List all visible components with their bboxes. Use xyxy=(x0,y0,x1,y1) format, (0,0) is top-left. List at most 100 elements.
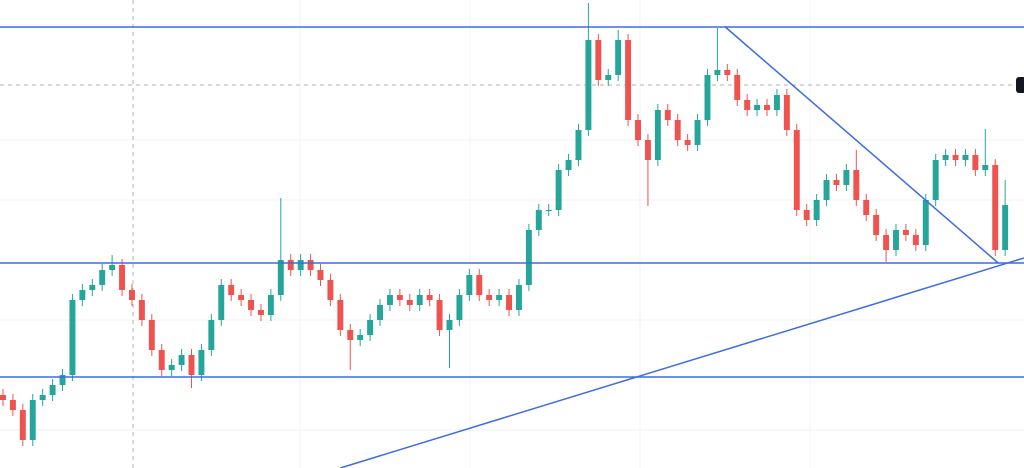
candle-body xyxy=(198,350,205,375)
candle-body xyxy=(168,365,175,370)
candle-body xyxy=(208,320,215,350)
price-marker-icon[interactable] xyxy=(1016,77,1024,93)
candle-body xyxy=(386,295,393,305)
trend-line xyxy=(724,26,999,264)
candle-body xyxy=(922,200,929,245)
candle-body xyxy=(744,100,751,110)
candle-body xyxy=(257,310,264,315)
candle-body xyxy=(466,275,473,295)
candle-body xyxy=(9,400,16,410)
candle-body xyxy=(704,75,711,120)
candle-body xyxy=(724,70,731,75)
candle-body xyxy=(952,155,959,160)
candle-body xyxy=(59,375,66,385)
candle-body xyxy=(982,165,989,170)
candle-body xyxy=(367,320,374,335)
candle-body xyxy=(932,160,939,200)
candle-body xyxy=(377,305,384,320)
candle-body xyxy=(803,210,810,220)
candle-body xyxy=(218,285,225,320)
candle-body xyxy=(69,300,76,375)
candle-body xyxy=(496,295,503,300)
candle-body xyxy=(188,355,195,375)
candle-body xyxy=(79,290,86,300)
candle-body xyxy=(238,295,245,300)
candle-body xyxy=(674,120,681,140)
candle-body xyxy=(813,200,820,220)
candle-body xyxy=(277,260,284,295)
candle-body xyxy=(833,180,840,185)
candle-body xyxy=(873,215,880,235)
candle-body xyxy=(525,230,532,285)
candle-body xyxy=(506,295,512,310)
candle-body xyxy=(585,40,592,130)
candle-body xyxy=(158,350,165,370)
candle-body xyxy=(684,140,691,145)
candle-body xyxy=(486,295,493,300)
candle-body xyxy=(426,295,433,300)
candle-body xyxy=(942,155,949,160)
candle-body xyxy=(902,230,909,235)
candle-body xyxy=(109,265,116,270)
candle-body xyxy=(327,280,334,300)
candle-body xyxy=(883,235,890,250)
candle-body xyxy=(635,120,641,140)
candle-body xyxy=(19,410,26,440)
candle-body xyxy=(734,75,741,100)
candle-body xyxy=(337,300,344,330)
candle-body xyxy=(128,290,135,300)
candle-body xyxy=(0,395,6,400)
candle-body xyxy=(545,210,552,211)
candle-body xyxy=(625,40,632,120)
candle-body xyxy=(615,40,622,75)
candle-body xyxy=(605,75,612,80)
candle-body xyxy=(476,275,483,295)
candle-body xyxy=(962,155,969,160)
candle-body xyxy=(664,110,671,120)
candle-body xyxy=(267,295,274,315)
candle-body xyxy=(654,110,661,160)
candle-body xyxy=(555,170,562,210)
candle-body xyxy=(595,40,602,80)
candle-body xyxy=(178,355,185,365)
candle-body xyxy=(515,285,522,310)
trend-line xyxy=(340,257,1024,468)
candle-body xyxy=(119,265,126,290)
candle-body xyxy=(287,260,294,270)
candle-body xyxy=(893,230,899,250)
candle-body xyxy=(317,270,324,280)
candle-body xyxy=(843,170,850,185)
candle-body xyxy=(396,295,403,300)
candle-body xyxy=(912,235,919,245)
candle-body xyxy=(99,270,106,285)
candle-body xyxy=(565,160,572,170)
candle-body xyxy=(764,105,770,110)
candle-body xyxy=(456,295,463,320)
candle-body xyxy=(863,200,870,215)
candle-body xyxy=(853,170,860,200)
candle-body xyxy=(248,300,255,310)
candle-body xyxy=(416,295,423,305)
candle-body xyxy=(535,210,542,230)
candle-body xyxy=(49,385,56,395)
candle-body xyxy=(357,335,364,340)
candle-body xyxy=(773,95,780,110)
candle-body xyxy=(972,155,979,170)
candle-body xyxy=(39,395,46,400)
candle-body xyxy=(89,285,96,290)
candle-body xyxy=(992,165,999,250)
candle-body xyxy=(644,140,651,160)
candle-body xyxy=(446,320,453,330)
candle-body xyxy=(307,260,314,270)
candle-body xyxy=(694,120,701,145)
candle-body xyxy=(347,330,354,340)
candle-body xyxy=(436,300,443,330)
candle-body xyxy=(793,130,800,210)
candle-body xyxy=(714,70,721,75)
candle-body xyxy=(29,400,36,440)
candle-body xyxy=(575,130,582,160)
candle-body xyxy=(783,95,790,130)
